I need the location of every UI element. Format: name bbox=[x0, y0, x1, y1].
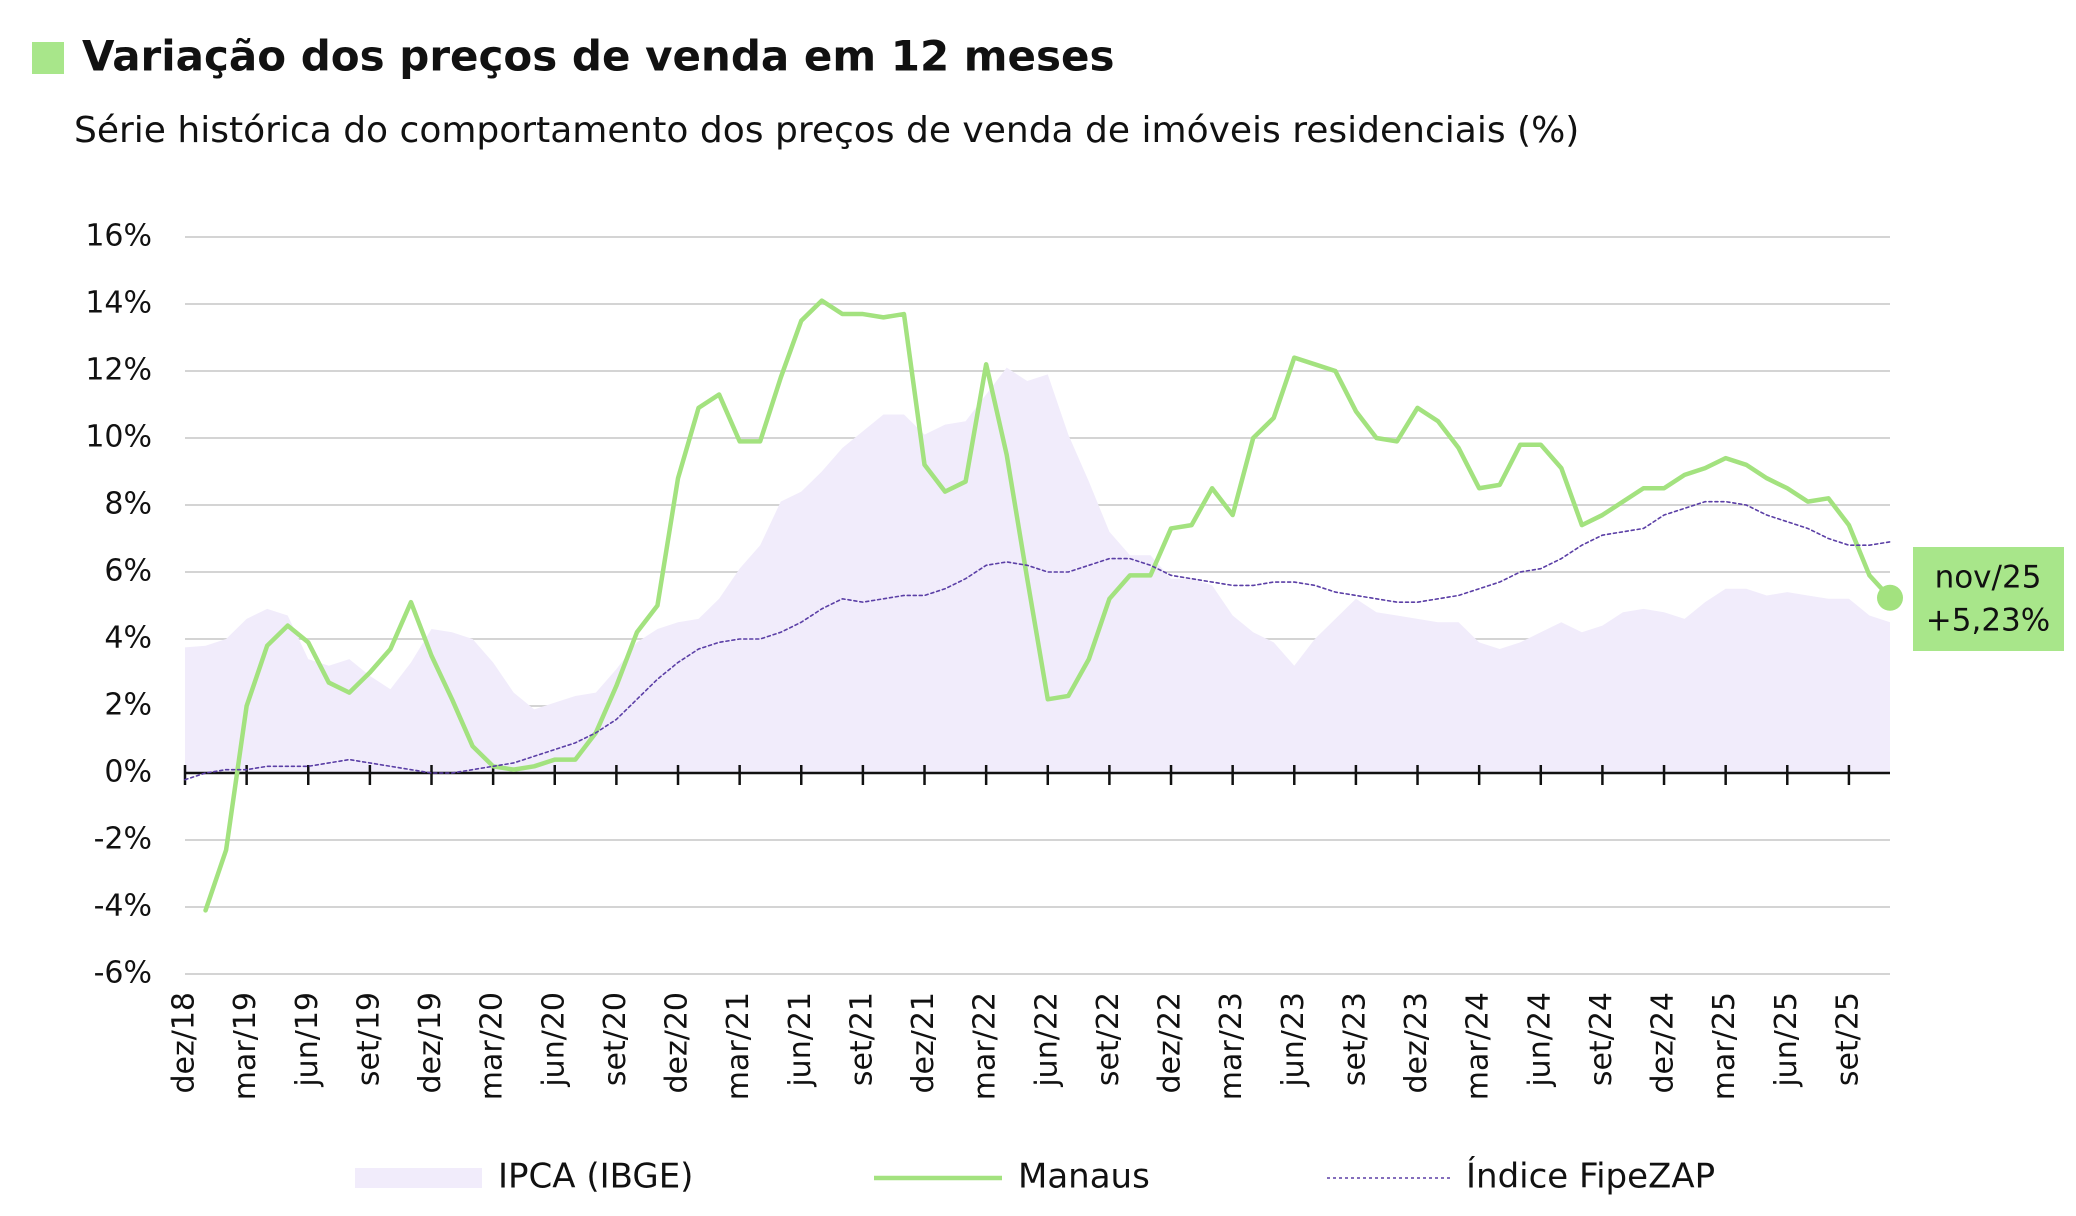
x-tick-label: dez/21 bbox=[906, 992, 941, 1094]
x-tick-label: dez/24 bbox=[1646, 992, 1681, 1094]
chart-title: Variação dos preços de venda em 12 meses bbox=[82, 32, 1115, 81]
annotation-box bbox=[1913, 547, 2064, 651]
x-tick-label: mar/19 bbox=[228, 992, 263, 1100]
y-tick-label: 16% bbox=[85, 219, 152, 254]
x-tick-label: set/21 bbox=[844, 992, 879, 1086]
legend-swatch bbox=[355, 1168, 482, 1188]
x-tick-label: dez/22 bbox=[1153, 992, 1188, 1094]
x-tick-label: jun/25 bbox=[1769, 992, 1804, 1088]
y-tick-label: -6% bbox=[94, 956, 152, 991]
y-tick-label: 2% bbox=[104, 688, 152, 723]
x-tick-label: mar/25 bbox=[1707, 992, 1742, 1100]
x-tick-label: dez/19 bbox=[413, 992, 448, 1094]
x-tick-label: set/22 bbox=[1091, 992, 1126, 1086]
title-marker bbox=[32, 42, 64, 74]
x-tick-label: set/20 bbox=[598, 992, 633, 1086]
x-tick-label: dez/20 bbox=[660, 992, 695, 1094]
x-tick-label: mar/23 bbox=[1214, 992, 1249, 1100]
y-tick-label: -4% bbox=[94, 889, 152, 924]
y-tick-label: 14% bbox=[85, 286, 152, 321]
legend-label: Índice FipeZAP bbox=[1466, 1156, 1715, 1197]
x-tick-label: mar/21 bbox=[721, 992, 756, 1100]
x-tick-label: jun/22 bbox=[1029, 992, 1064, 1088]
x-tick-label: set/19 bbox=[351, 992, 386, 1086]
x-tick-label: jun/24 bbox=[1522, 992, 1557, 1088]
x-tick-label: jun/21 bbox=[783, 992, 818, 1088]
x-tick-label: jun/20 bbox=[536, 992, 571, 1088]
y-tick-label: 6% bbox=[104, 554, 152, 589]
y-tick-label: -2% bbox=[94, 822, 152, 857]
legend-label: Manaus bbox=[1018, 1157, 1150, 1197]
x-tick-label: mar/24 bbox=[1461, 992, 1496, 1100]
chart-subtitle: Série histórica do comportamento dos pre… bbox=[74, 110, 1579, 151]
y-tick-label: 8% bbox=[104, 487, 152, 522]
x-tick-label: set/23 bbox=[1337, 992, 1372, 1086]
x-tick-label: set/24 bbox=[1584, 992, 1619, 1086]
annotation-dot bbox=[1877, 584, 1903, 611]
area bbox=[185, 367, 1890, 773]
x-tick-label: jun/23 bbox=[1276, 992, 1311, 1088]
line bbox=[203, 298, 1893, 913]
y-tick-label: 12% bbox=[85, 353, 152, 388]
annotation-text: +5,23% bbox=[1926, 603, 2050, 639]
annotation-label: nov/25 bbox=[1935, 560, 2042, 596]
x-tick-label: mar/20 bbox=[475, 992, 510, 1100]
x-tick-label: dez/18 bbox=[167, 992, 202, 1094]
y-tick-label: 10% bbox=[85, 420, 152, 455]
legend-label: IPCA (IBGE) bbox=[498, 1157, 693, 1197]
x-tick-label: set/25 bbox=[1830, 992, 1865, 1086]
x-tick-label: mar/22 bbox=[968, 992, 1003, 1100]
y-tick-label: 0% bbox=[104, 755, 152, 790]
x-tick-label: dez/23 bbox=[1399, 992, 1434, 1094]
line bbox=[184, 500, 1891, 781]
x-tick-label: jun/19 bbox=[290, 992, 325, 1088]
y-tick-label: 4% bbox=[104, 621, 152, 656]
